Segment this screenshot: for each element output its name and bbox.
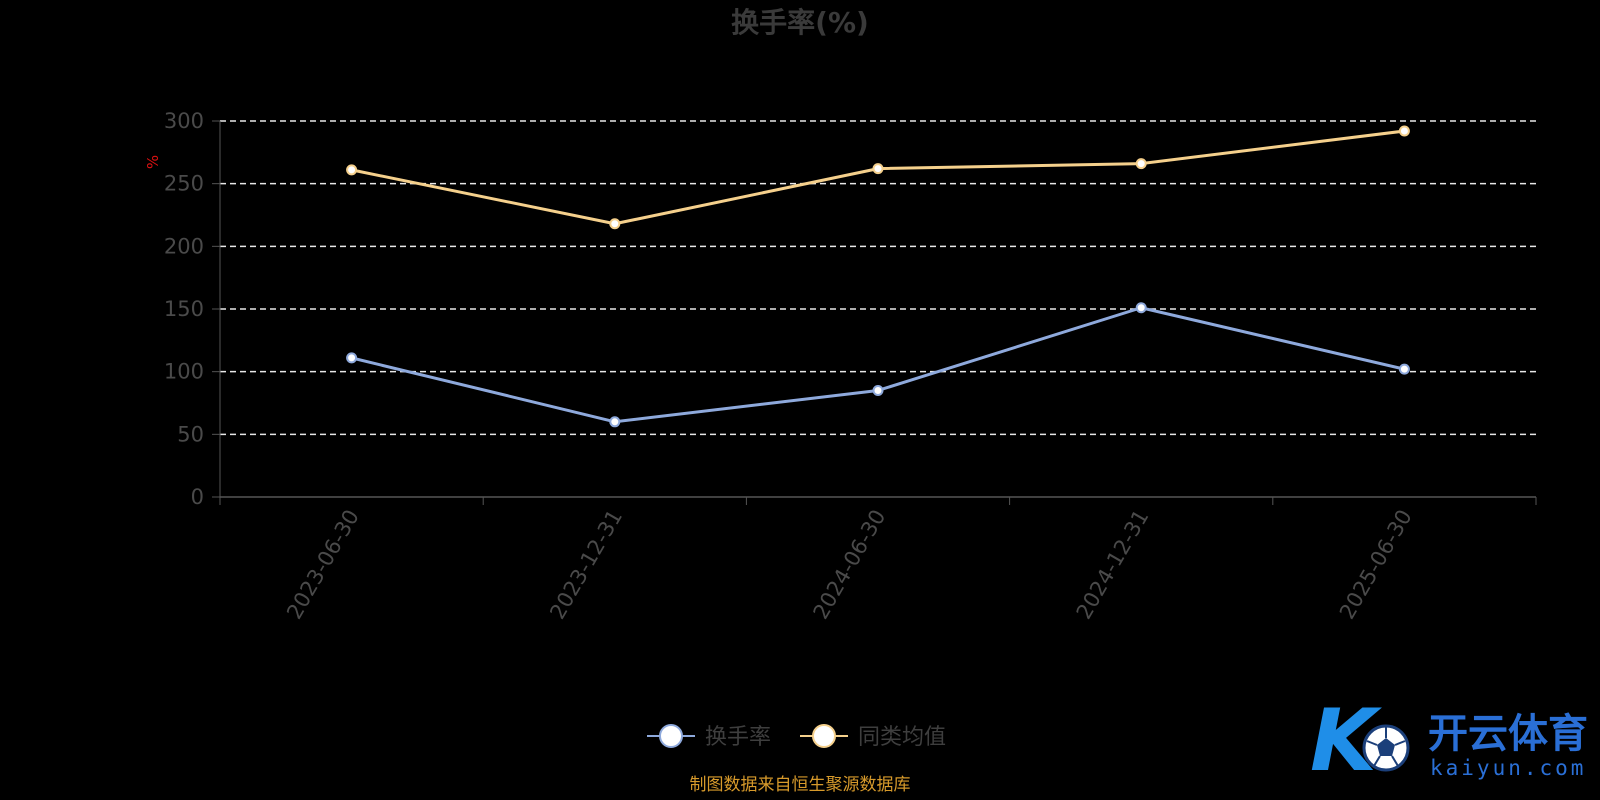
legend-item-turnover[interactable]: 换手率 [647, 724, 771, 750]
data-point[interactable] [609, 218, 621, 230]
legend-item-peer-average[interactable]: 同类均值 [800, 724, 946, 750]
y-tick-label: 200 [164, 234, 204, 258]
series-line-0 [351, 306, 1405, 424]
legend: 换手率 同类均值 [647, 724, 946, 750]
data-point[interactable] [1398, 125, 1410, 137]
y-tick-label: 300 [164, 109, 204, 133]
legend-label-turnover: 换手率 [705, 725, 771, 750]
data-point[interactable] [1398, 363, 1410, 375]
soccer-ball-icon [1362, 724, 1410, 772]
x-tick-label: 2025-06-30 [1335, 506, 1417, 624]
y-tick-label: 0 [191, 485, 204, 509]
y-tick-label: 50 [177, 422, 204, 446]
data-point[interactable] [872, 163, 884, 175]
watermark-logo: K 开云体育 kaiyun.com [1310, 691, 1588, 791]
logo-name: 开云体育 [1428, 711, 1588, 757]
y-tick-label: 250 [164, 172, 204, 196]
x-tick-label: 2023-06-30 [282, 506, 364, 624]
data-point[interactable] [872, 384, 884, 396]
data-point[interactable] [1135, 302, 1147, 314]
chart-title: 换手率(%) [731, 6, 869, 39]
data-point[interactable] [609, 416, 621, 428]
x-tick-label: 2024-06-30 [809, 506, 891, 624]
source-note: 制图数据来自恒生聚源数据库 [690, 775, 911, 795]
y-tick-label: 150 [164, 297, 204, 321]
legend-label-peer-average: 同类均值 [858, 725, 946, 750]
y-axis-ticks: 0 50 100 150 200 250 300 [164, 109, 220, 509]
series-line-1 [351, 129, 1405, 226]
x-axis-ticks: 2023-06-30 2023-12-31 2024-06-30 2024-12-31… [219, 497, 1537, 624]
x-tick-label: 2023-12-31 [545, 506, 627, 624]
y-axis-unit: % [144, 155, 162, 169]
data-point[interactable] [346, 352, 358, 364]
data-point[interactable] [1135, 158, 1147, 170]
x-tick-label: 2024-12-31 [1072, 506, 1154, 624]
axes [219, 121, 1536, 498]
series-lines [346, 125, 1410, 428]
data-point[interactable] [346, 164, 358, 176]
logo-domain: kaiyun.com [1430, 756, 1586, 780]
y-tick-label: 100 [164, 360, 204, 384]
